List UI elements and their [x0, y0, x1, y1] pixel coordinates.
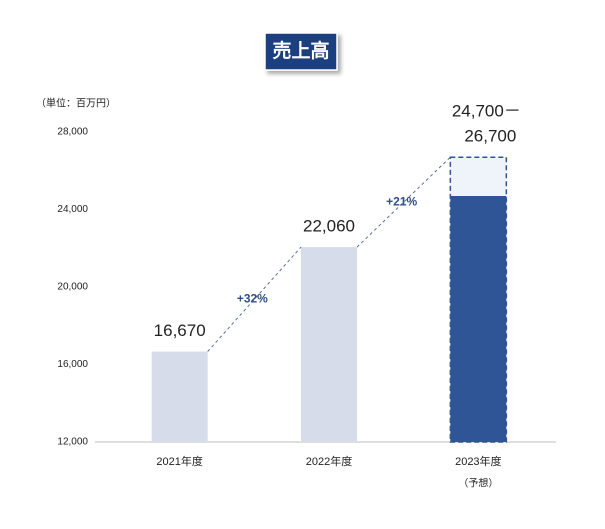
bar: [301, 247, 357, 442]
range-bar: [450, 157, 507, 196]
growth-label: +21%: [386, 194, 417, 208]
x-tick-note: （予想）: [458, 477, 498, 490]
bar: [450, 195, 507, 442]
y-tick-label: 28,000: [57, 127, 88, 138]
title-box: [264, 32, 338, 71]
y-tick-label: 24,000: [57, 204, 88, 215]
growth-label: +32%: [237, 291, 268, 305]
x-tick-label: 2022年度: [306, 454, 352, 468]
bar: [151, 351, 208, 442]
unit-label: （単位：百万円）: [36, 97, 116, 110]
value-label: 24,700－: [452, 102, 521, 121]
growth-line: [207, 246, 302, 352]
chart-title: 売上高: [272, 39, 329, 62]
value-label: 22,060: [303, 217, 355, 236]
y-tick-label: 20,000: [57, 282, 88, 293]
x-tick-label: 2023年度: [455, 454, 501, 468]
y-tick-label: 12,000: [57, 437, 88, 448]
range-label: 26,700: [464, 127, 516, 146]
value-label: 16,670: [154, 321, 206, 340]
x-tick-label: 2021年度: [156, 454, 202, 468]
y-tick-label: 16,000: [57, 359, 88, 370]
range-outline: [449, 156, 508, 443]
